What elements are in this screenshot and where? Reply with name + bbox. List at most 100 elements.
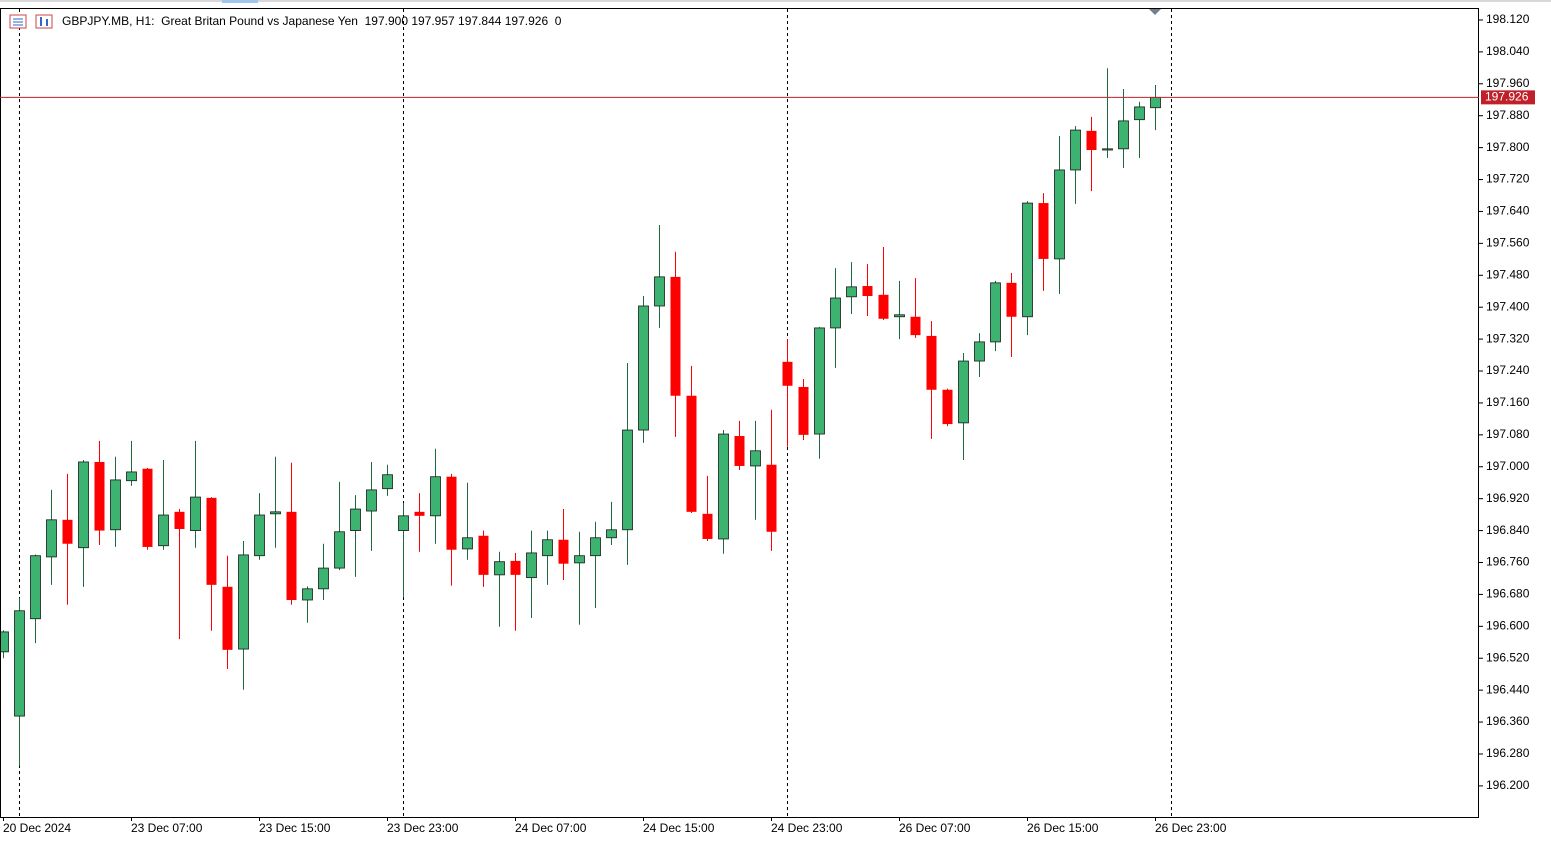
x-tick-label: 26 Dec 07:00 xyxy=(899,821,971,835)
candle-body xyxy=(414,511,425,516)
candle-body xyxy=(622,429,633,531)
candle-body xyxy=(382,474,393,490)
y-tick-label: 197.720 xyxy=(1486,172,1530,186)
candle-body xyxy=(1102,148,1113,151)
candle-body xyxy=(254,514,265,557)
candle-body xyxy=(638,305,649,431)
candle-body xyxy=(606,529,617,539)
y-tick-label: 197.400 xyxy=(1486,299,1530,313)
candle-body xyxy=(78,461,89,549)
candle-body xyxy=(814,327,825,435)
candle-body xyxy=(126,471,137,482)
y-tick-label: 196.360 xyxy=(1486,714,1530,728)
y-tick-label: 197.640 xyxy=(1486,204,1530,218)
x-tick-label: 24 Dec 15:00 xyxy=(643,821,715,835)
y-tick-label: 197.240 xyxy=(1486,363,1530,377)
candle-body xyxy=(302,588,313,601)
candle-body xyxy=(1,631,9,653)
candle-body xyxy=(878,294,889,319)
x-tick-label: 23 Dec 23:00 xyxy=(387,821,459,835)
y-tick-label: 196.920 xyxy=(1486,491,1530,505)
candle-body xyxy=(14,610,25,717)
candle-body xyxy=(686,395,697,512)
candle-body xyxy=(1006,282,1017,317)
candle-body xyxy=(446,476,457,550)
candle-body xyxy=(318,567,329,590)
candle-body xyxy=(350,508,361,531)
y-tick-label: 197.320 xyxy=(1486,331,1530,345)
candle-body xyxy=(174,511,185,529)
candle-body xyxy=(846,286,857,298)
candle-body xyxy=(1070,129,1081,171)
y-tick-label: 196.680 xyxy=(1486,587,1530,601)
y-tick-label: 198.120 xyxy=(1486,12,1530,26)
candle-body xyxy=(366,489,377,512)
candle-body xyxy=(270,511,281,515)
candle-body xyxy=(750,450,761,467)
candle-body xyxy=(494,561,505,576)
candle-body xyxy=(46,519,57,558)
candle-body xyxy=(1150,96,1161,109)
candle-body xyxy=(654,276,665,307)
price-tag xyxy=(1481,90,1535,105)
y-tick-label: 197.880 xyxy=(1486,108,1530,122)
candle-body xyxy=(974,341,985,362)
candle-body xyxy=(942,389,953,425)
y-tick-label: 197.560 xyxy=(1486,236,1530,250)
tab-indicator xyxy=(222,0,258,3)
x-tick-label: 23 Dec 07:00 xyxy=(131,821,203,835)
y-tick-label: 197.480 xyxy=(1486,267,1530,281)
x-tick-label: 26 Dec 15:00 xyxy=(1027,821,1099,835)
y-tick-label: 198.040 xyxy=(1486,44,1530,58)
y-tick-label: 196.760 xyxy=(1486,555,1530,569)
y-tick-label: 197.160 xyxy=(1486,395,1530,409)
candle-body xyxy=(590,537,601,557)
candles xyxy=(1,68,1161,766)
candle-body xyxy=(222,586,233,650)
candle-body xyxy=(62,519,73,544)
candle-body xyxy=(798,386,809,435)
y-tick-label: 197.800 xyxy=(1486,140,1530,154)
candle-body xyxy=(398,515,409,531)
plot-frame xyxy=(0,8,1479,818)
candle-body xyxy=(1118,120,1129,150)
candle-body xyxy=(526,552,537,579)
candle-body xyxy=(1086,130,1097,151)
candle-body xyxy=(958,360,969,424)
candle-body xyxy=(286,511,297,600)
x-tick-label: 23 Dec 15:00 xyxy=(259,821,331,835)
candle-body xyxy=(94,461,105,531)
candle-body xyxy=(718,433,729,540)
candle-body xyxy=(782,361,793,386)
chart-title: GBPJPY.MB, H1: Great Britan Pound vs Jap… xyxy=(62,14,562,28)
y-tick-label: 197.000 xyxy=(1486,459,1530,473)
candle-body xyxy=(926,335,937,390)
y-tick-label: 196.840 xyxy=(1486,523,1530,537)
candle-body xyxy=(510,560,521,575)
candle-body xyxy=(990,282,1001,343)
candle-body xyxy=(1134,106,1145,121)
shift-marker[interactable] xyxy=(1149,9,1161,15)
icon[interactable] xyxy=(35,14,53,29)
candle-body xyxy=(430,476,441,517)
price-tag-label: 197.926 xyxy=(1485,90,1529,104)
candle-body xyxy=(462,537,473,550)
candle-body xyxy=(1054,169,1065,260)
y-tick-label: 196.440 xyxy=(1486,682,1530,696)
candle-body xyxy=(670,276,681,396)
top-strip xyxy=(0,0,1551,2)
candle-body xyxy=(158,514,169,547)
candle-body xyxy=(894,314,905,318)
candle-body xyxy=(702,513,713,539)
candle-body xyxy=(1022,202,1033,318)
y-tick-label: 196.520 xyxy=(1486,650,1530,664)
candle-body xyxy=(862,286,873,297)
y-tick-label: 196.200 xyxy=(1486,778,1530,792)
candle-body xyxy=(542,539,553,557)
candle-body xyxy=(110,479,121,531)
candle-body xyxy=(142,468,153,547)
candle-body xyxy=(334,531,345,569)
x-tick-label: 24 Dec 23:00 xyxy=(771,821,843,835)
